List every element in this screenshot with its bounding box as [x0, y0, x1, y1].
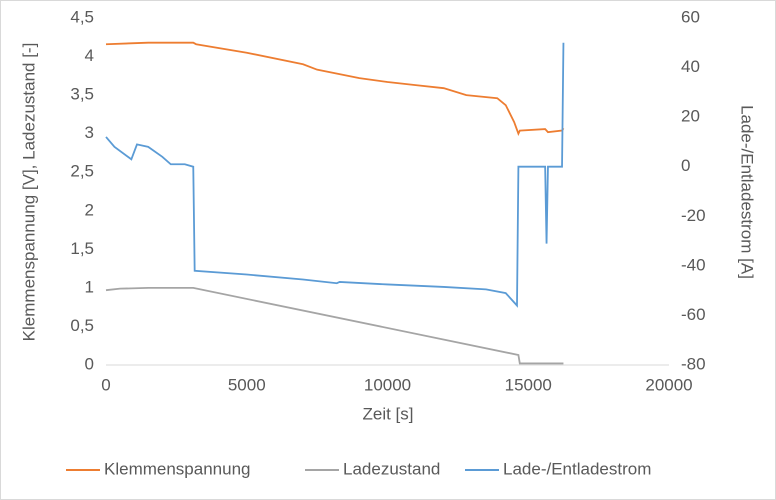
y-tick-label: 2,5 — [70, 162, 94, 181]
series-line — [105, 286, 564, 365]
y2-tick-label: -40 — [681, 255, 706, 274]
y2-tick-label: -20 — [681, 206, 706, 225]
y2-tick-label: 20 — [681, 107, 700, 126]
x-tick-label: 15000 — [505, 375, 552, 394]
y-tick-label: 4 — [85, 46, 94, 65]
y-axis-title: Klemmenspannung [V], Ladezustand [-] — [19, 43, 38, 342]
legend-label: Lade-/Entladestrom — [503, 459, 651, 478]
y2-tick-label: 40 — [681, 57, 700, 76]
y-tick-label: 4,5 — [70, 7, 94, 26]
series-line — [105, 41, 565, 137]
y2-tick-label: 0 — [681, 156, 690, 175]
y-tick-label: 0 — [85, 354, 94, 373]
y-tick-label: 3,5 — [70, 85, 94, 104]
series-line — [105, 42, 565, 308]
y2-tick-label: -80 — [681, 354, 706, 373]
y-tick-label: 1,5 — [70, 239, 94, 258]
y2-tick-label: 60 — [681, 7, 700, 26]
legend-label: Klemmenspannung — [104, 459, 250, 478]
x-axis-title: Zeit [s] — [362, 404, 413, 423]
x-tick-label: 0 — [101, 375, 110, 394]
y2-tick-label: -60 — [681, 305, 706, 324]
legend-label: Ladezustand — [343, 459, 440, 478]
y2-axis-title: Lade-/Entladestrom [A] — [738, 105, 757, 279]
x-tick-label: 5000 — [228, 375, 266, 394]
y-tick-label: 1 — [85, 277, 94, 296]
y-tick-label: 2 — [85, 200, 94, 219]
x-tick-label: 10000 — [364, 375, 411, 394]
x-tick-label: 20000 — [645, 375, 692, 394]
y-tick-label: 0,5 — [70, 316, 94, 335]
y-tick-label: 3 — [85, 123, 94, 142]
